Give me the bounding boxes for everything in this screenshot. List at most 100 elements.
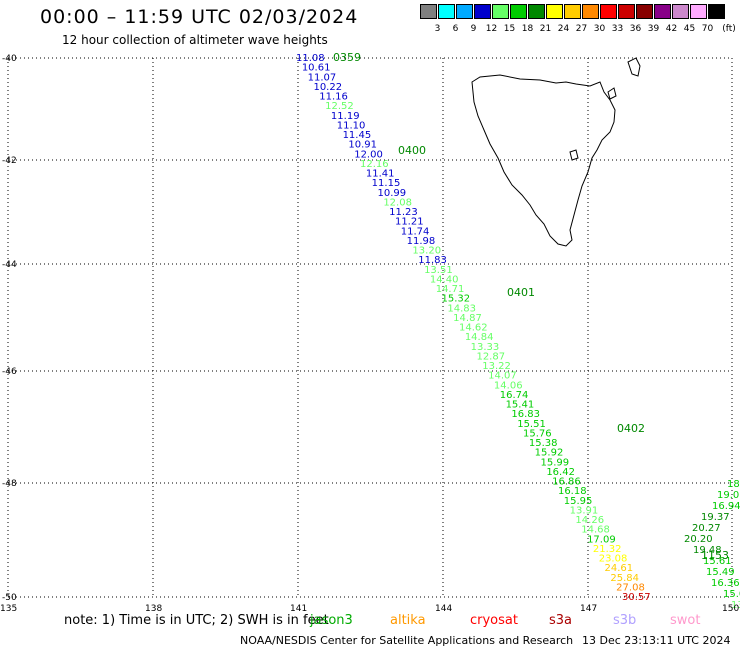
wave-height-label: 11.74: [401, 226, 430, 237]
wave-height-label: 14.26: [575, 515, 604, 526]
lat-tick-label: -46: [2, 367, 17, 377]
tasmania-coastline: [471, 57, 641, 247]
wave-height-label: 14.40: [430, 274, 459, 285]
wave-height-label: 11.19: [331, 111, 360, 122]
color-scale-label: 21: [539, 24, 552, 34]
color-scale-label: 70: [701, 24, 714, 34]
wave-height-label: 13.20: [412, 246, 441, 257]
wave-height-label: 15.38: [529, 438, 558, 449]
wave-height-label: 16.42: [546, 467, 575, 478]
wave-height-label: 19.48: [693, 545, 722, 556]
color-scale-label: 12: [485, 24, 498, 34]
satellite-legend-s3b: s3b: [613, 613, 637, 628]
wave-height-label: 16.86: [552, 477, 581, 488]
lat-tick-label: -40: [2, 54, 17, 64]
color-scale-label: 30: [593, 24, 606, 34]
color-scale-label: 45: [683, 24, 696, 34]
wave-height-label: 13.91: [570, 505, 599, 516]
wave-height-label: 11.10: [337, 120, 366, 131]
color-scale-swatch: [564, 4, 581, 19]
satellite-legend-cryosat: cryosat: [470, 613, 518, 628]
lon-tick-label: 135: [0, 604, 17, 614]
wave-height-label: 15.51: [517, 419, 546, 430]
wave-height-label: 11.16: [319, 92, 348, 103]
lon-tick-label: 141: [290, 604, 307, 614]
color-scale-unit: (ft): [722, 24, 736, 34]
wave-height-label: 13.33: [471, 342, 500, 353]
credit-text: NOAA/NESDIS Center for Satellite Applica…: [240, 634, 574, 647]
lon-tick-label: 147: [580, 604, 597, 614]
color-scale-swatch: [528, 4, 545, 19]
satellite-legend-swot: swot: [670, 613, 701, 628]
wave-height-label: 11.15: [372, 178, 401, 189]
wave-height-label: 12.87: [476, 351, 505, 362]
color-scale-swatch: [546, 4, 563, 19]
color-scale-swatch: [492, 4, 509, 19]
wave-height-label: 14.62: [459, 323, 488, 334]
wave-height-label: 12.52: [325, 101, 354, 112]
lat-tick-label: -50: [2, 593, 17, 603]
time-label: 0401: [507, 286, 535, 299]
time-label: 0400: [398, 144, 426, 157]
wave-height-label: 14.07: [488, 371, 517, 382]
wave-height-label: 10.99: [378, 188, 407, 199]
wave-height-label: 10.91: [348, 140, 377, 151]
wave-height-label: 11.45: [343, 130, 372, 141]
wave-height-label: 20.20: [684, 534, 713, 545]
color-scale-swatch: [636, 4, 653, 19]
wave-height-label: 24.61: [605, 563, 634, 574]
wave-height-label: 15.32: [442, 294, 471, 305]
graticule: [7, 57, 733, 598]
wave-height-label: 19.37: [701, 512, 730, 523]
satellite-legend-jason3: jason3: [310, 613, 353, 628]
page-title: 00:00 – 11:59 UTC 02/03/2024: [40, 6, 359, 28]
color-scale-swatch: [600, 4, 617, 19]
color-scale-swatch: [654, 4, 671, 19]
wave-height-label: 14.06: [494, 380, 523, 391]
wave-height-label: 27.08: [616, 582, 645, 593]
satellite-legend-altika: altika: [390, 613, 426, 628]
wave-height-label: 12.08: [383, 197, 412, 208]
wave-height-label: 15.0: [723, 589, 740, 600]
satellite-legend-s3a: s3a: [549, 613, 573, 628]
wave-height-label: 15.92: [535, 448, 564, 459]
time-label: 0359: [333, 51, 361, 64]
wave-height-label: 11.23: [389, 207, 418, 218]
note-text: note: 1) Time is in UTC; 2) SWH is in fe…: [64, 613, 329, 628]
color-scale-swatch: [582, 4, 599, 19]
wave-height-label: 16.18: [558, 486, 587, 497]
color-scale-label: 33: [611, 24, 624, 34]
wave-height-label: 14.83: [447, 303, 476, 314]
wave-height-label: 11.08: [296, 53, 325, 64]
color-scale-swatch: [672, 4, 689, 19]
color-scale-label: 24: [557, 24, 570, 34]
color-scale-swatch: [510, 4, 527, 19]
wave-height-label: 21.32: [593, 544, 622, 555]
wave-height-label: 30.57: [622, 592, 651, 603]
wave-height-label: 13.51: [424, 265, 453, 276]
lat-tick-label: -42: [2, 156, 17, 166]
wave-height-label: 16.74: [500, 390, 529, 401]
wave-height-label: 15.61: [703, 556, 732, 567]
wave-height-label: 14.68: [581, 525, 610, 536]
wave-height-label: 16.94: [712, 501, 740, 512]
lon-tick-label: 150: [722, 604, 739, 614]
wave-height-label: 15.95: [564, 496, 593, 507]
lat-tick-label: -48: [2, 479, 17, 489]
wave-height-label: 11.83: [418, 255, 447, 266]
wave-height-label: 16.83: [511, 409, 540, 420]
page-subtitle: 12 hour collection of altimeter wave hei…: [62, 33, 328, 47]
wave-height-label: 12.16: [360, 159, 389, 170]
color-scale-swatch: [474, 4, 491, 19]
time-label: 0402: [617, 422, 645, 435]
wave-height-label: 15.99: [541, 457, 570, 468]
wave-height-label: 10.22: [313, 82, 342, 93]
wave-height-label: 15.49: [706, 567, 735, 578]
wave-height-label: 20.27: [692, 523, 721, 534]
wave-height-label: 15.41: [506, 400, 535, 411]
color-scale-label: 42: [665, 24, 678, 34]
color-scale-label: 3: [434, 24, 441, 34]
wave-height-label: 14.87: [453, 313, 482, 324]
wave-height-label: 17.09: [587, 534, 616, 545]
